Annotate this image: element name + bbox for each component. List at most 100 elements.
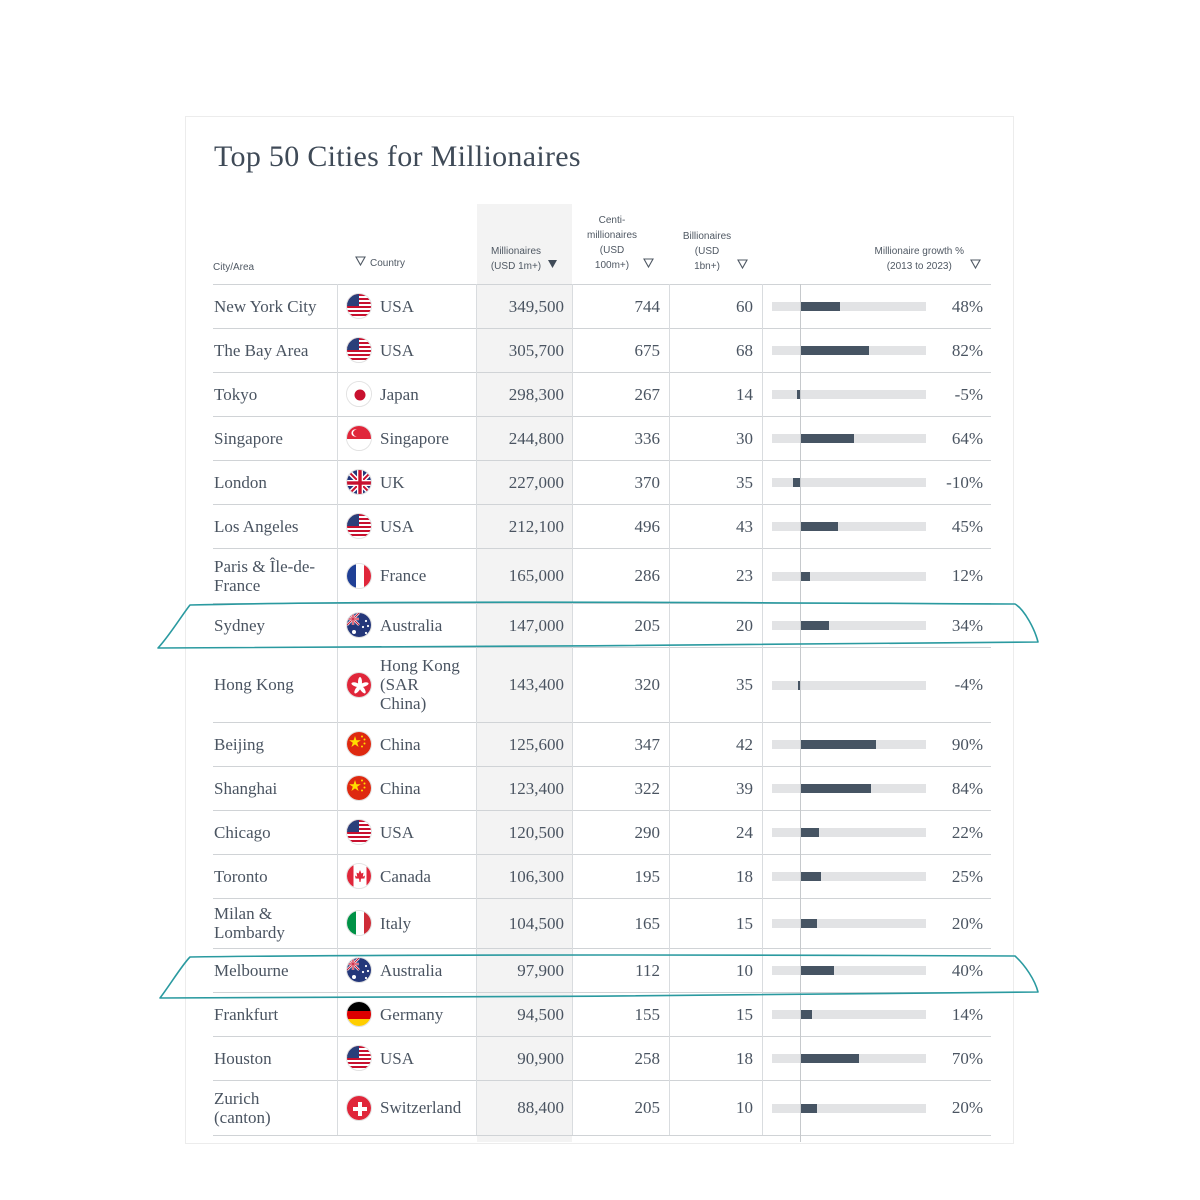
text-lines: Hong Kong (214, 675, 294, 694)
header-country[interactable]: Country (355, 256, 465, 271)
header-growth[interactable]: Millionaire growth % (2013 to 2023) (762, 244, 981, 274)
city-name: New York City (214, 284, 332, 328)
millionaires-value: 90,900 (517, 1048, 564, 1068)
sort-toggle-icon[interactable] (355, 256, 366, 271)
centimillionaires-value: 195 (634, 866, 661, 886)
usa-flag-icon (346, 513, 372, 539)
millionaires-value: 143,400 (508, 675, 564, 694)
centimillionaires-value: 290 (634, 822, 661, 842)
centimillionaires-value: 336 (634, 428, 661, 448)
city-name: Zurich (canton) (214, 1080, 332, 1135)
growth-value: 25% (951, 866, 983, 886)
text-lines: Japan (380, 385, 419, 404)
billionaires-value: 20 (736, 615, 753, 635)
text-lines: Melbourne (214, 961, 289, 980)
text-line: Tokyo (214, 384, 258, 404)
growth-bar (800, 919, 817, 928)
millionaires-value: 104,500 (508, 913, 564, 933)
text-line: Germany (380, 1004, 444, 1024)
column-divider (762, 284, 763, 1135)
growth-value: 45% (951, 516, 983, 536)
growth-bar (800, 1054, 859, 1063)
australia-flag-icon (346, 957, 372, 983)
header-label-line: (USD (694, 246, 720, 257)
city-name: London (214, 460, 332, 504)
singapore-flag-icon (346, 425, 372, 451)
usa-flag-icon (346, 293, 372, 319)
germany-flag-icon (346, 1001, 372, 1027)
millionaires-value: 349,500 (508, 296, 564, 316)
growth-track (772, 872, 926, 881)
millionaires-value: 94,500 (517, 1004, 564, 1024)
text-lines: Australia (380, 616, 442, 635)
billionaires-value: 42 (736, 734, 753, 754)
text-line: Toronto (214, 866, 268, 886)
header-label-line: Centi- (598, 215, 626, 226)
billionaires-value: 18 (736, 866, 753, 886)
city-name: Paris & Île-de- France (214, 548, 332, 603)
growth-value: 90% (951, 734, 983, 754)
text-lines: UK (380, 473, 405, 492)
growth-zero-line (800, 284, 801, 1142)
growth-bar (792, 478, 801, 487)
growth-track (772, 302, 926, 311)
header-label-line: millionaires (586, 230, 637, 241)
row-divider (213, 504, 991, 505)
millionaires-value: 244,800 (508, 428, 564, 448)
centimillionaires-value: 155 (634, 1004, 661, 1024)
growth-track (772, 966, 926, 975)
header-label: Millionaires (USD 1m+) (491, 244, 541, 274)
text-line: Singapore (214, 428, 283, 448)
sort-descending-icon[interactable] (547, 259, 558, 274)
centimillionaires-value: 286 (634, 566, 661, 585)
growth-value: 34% (951, 615, 983, 635)
growth-value: 70% (951, 1048, 983, 1068)
text-line: The Bay Area (214, 340, 309, 360)
city-name: Houston (214, 1036, 332, 1080)
row-divider (213, 1036, 991, 1037)
row-divider (213, 948, 991, 949)
text-line: Houston (214, 1048, 272, 1068)
growth-bar (796, 390, 801, 399)
city-name: Los Angeles (214, 504, 332, 548)
text-line: Italy (380, 913, 412, 933)
row-divider (213, 810, 991, 811)
text-line: USA (380, 822, 415, 842)
header-millionaires[interactable]: Millionaires (USD 1m+) (477, 244, 572, 274)
sort-toggle-icon[interactable] (643, 258, 654, 273)
growth-value: 12% (951, 566, 983, 585)
header-centimillionaires[interactable]: Centi-millionaires (USD 100m+) (572, 213, 669, 273)
text-line: Australia (380, 615, 443, 635)
text-lines: USA (380, 341, 414, 360)
billionaires-value: 35 (736, 675, 753, 694)
china-flag-icon (346, 731, 372, 757)
country-cell: USA (346, 810, 474, 854)
text-lines: France (380, 566, 426, 585)
growth-bar (800, 966, 834, 975)
country-cell: Italy (346, 898, 474, 948)
row-divider (213, 328, 991, 329)
growth-value: 82% (951, 340, 983, 360)
growth-track (772, 919, 926, 928)
sort-toggle-icon[interactable] (737, 259, 749, 274)
millionaires-value: 120,500 (508, 822, 564, 842)
row-divider (213, 898, 991, 899)
header-billionaires[interactable]: Billionaires (USD 1bn+) (669, 229, 762, 274)
text-line: China (380, 734, 421, 754)
column-divider (572, 284, 573, 1135)
text-line: Shanghai (214, 778, 278, 798)
header-city[interactable]: City/Area (213, 260, 333, 275)
text-lines: USA (380, 517, 414, 536)
millionaires-value: 97,900 (517, 960, 564, 980)
text-lines: Australia (380, 961, 442, 980)
growth-bar (797, 681, 801, 690)
text-line: London (214, 472, 267, 492)
city-name: Frankfurt (214, 992, 332, 1036)
header-label-line: (USD 1m+) (490, 261, 542, 272)
text-line: Sydney (214, 615, 265, 635)
billionaires-value: 10 (736, 1098, 753, 1117)
sort-toggle-icon[interactable] (970, 259, 981, 274)
growth-track (772, 572, 926, 581)
text-line: Beijing (214, 734, 265, 754)
millionaires-value: 147,000 (508, 615, 564, 635)
